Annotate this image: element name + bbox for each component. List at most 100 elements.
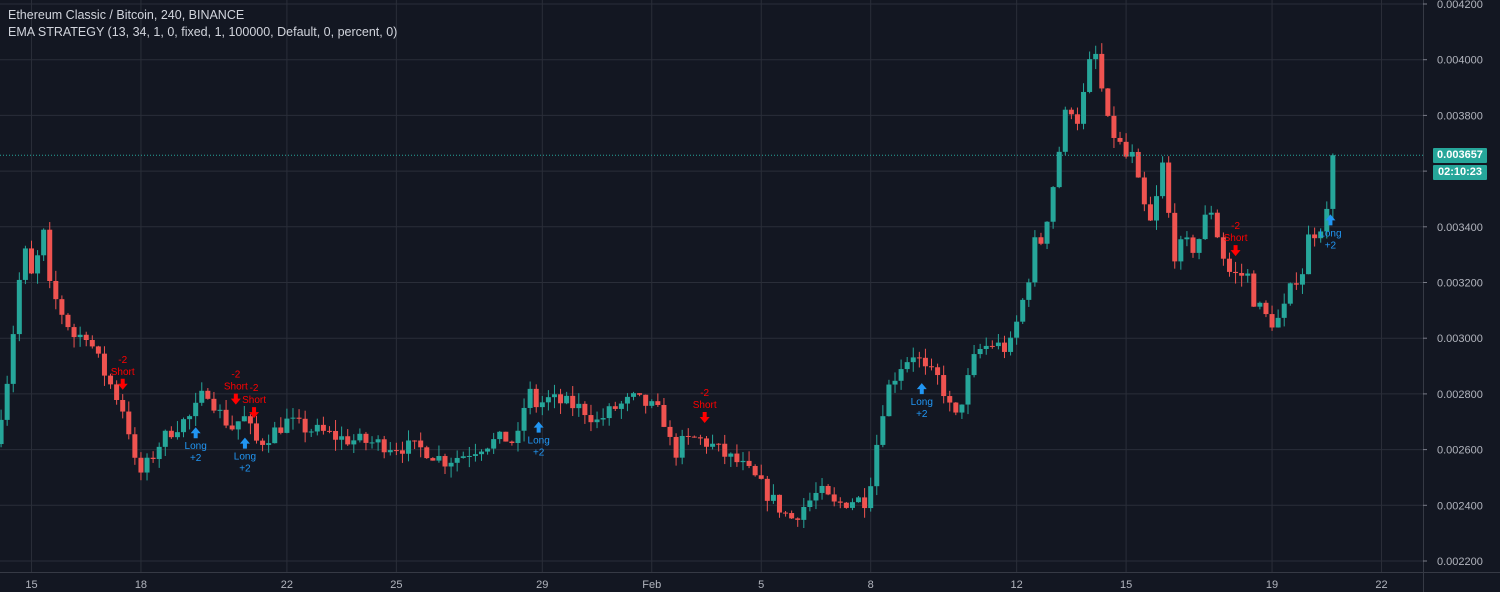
candle-up (1087, 59, 1093, 92)
long-arrow-icon (533, 421, 544, 433)
candle-up (144, 457, 150, 473)
candle-up (472, 454, 478, 456)
candle-down (825, 485, 831, 495)
price-tick-label: 0.002400 (1437, 500, 1483, 512)
price-tick-label: 0.002600 (1437, 445, 1483, 457)
chart-legend: Ethereum Classic / Bitcoin, 240, BINANCE… (8, 7, 397, 41)
candle-down (412, 440, 418, 442)
candle-up (631, 393, 637, 397)
long-signal-label: Long (185, 441, 207, 452)
short-signal-qty: -2 (118, 355, 127, 366)
candle-up (41, 229, 47, 256)
candle-up (1062, 109, 1068, 152)
candle-down (673, 436, 679, 458)
candle-down (1074, 114, 1080, 124)
candle-down (922, 357, 928, 367)
candle-up (564, 395, 570, 404)
candle-down (612, 406, 618, 409)
candle-down (661, 404, 667, 427)
candle-up (995, 342, 1001, 347)
candle-down (831, 494, 837, 502)
candle-down (1172, 212, 1178, 262)
candle-down (655, 401, 661, 405)
candle-up (181, 419, 187, 433)
candle-up (1178, 239, 1184, 262)
short-arrow-icon (117, 378, 128, 390)
long-arrow-icon (916, 383, 927, 395)
candle-down (430, 458, 436, 461)
candle-up (1245, 273, 1251, 276)
candle-down (53, 280, 59, 300)
long-signal-label: Long (528, 436, 550, 447)
candle-down (509, 441, 515, 444)
candle-up (977, 348, 983, 355)
candle-down (758, 475, 764, 479)
price-tick-label: 0.003400 (1437, 222, 1483, 234)
candle-down (503, 431, 509, 442)
candle-down (101, 353, 107, 376)
candle-up (898, 369, 904, 381)
candle-up (460, 456, 466, 458)
candle-down (333, 430, 339, 440)
candle-up (187, 416, 193, 420)
candle-up (217, 409, 223, 411)
candle-up (904, 362, 910, 370)
candle-up (880, 416, 886, 445)
candle-up (807, 500, 813, 507)
candle-up (0, 419, 4, 445)
candle-down (442, 456, 448, 467)
candle-up (77, 334, 83, 338)
price-tick-label: 0.003200 (1437, 278, 1483, 290)
candle-down (1190, 237, 1196, 253)
candle-up (971, 354, 977, 376)
candle-up (1202, 214, 1208, 240)
candle-down (1117, 137, 1123, 142)
candle-up (339, 436, 345, 440)
candle-down (588, 415, 594, 423)
candle-up (819, 485, 825, 493)
bar-countdown-label: 02:10:23 (1433, 165, 1487, 180)
candle-up (369, 442, 375, 444)
candle-down (320, 424, 326, 431)
long-signal-qty: +2 (239, 464, 251, 475)
price-tick-label: 0.004200 (1437, 0, 1483, 11)
candle-up (813, 492, 819, 501)
candle-up (886, 384, 892, 417)
candle-up (1299, 274, 1305, 285)
candle-up (375, 439, 381, 443)
candle-up (983, 345, 989, 349)
candle-down (1123, 141, 1129, 157)
time-tick-label: 8 (868, 579, 874, 591)
candle-up (351, 440, 357, 445)
candle-up (740, 460, 746, 463)
candle-down (941, 375, 947, 397)
candle-down (132, 434, 138, 458)
candle-down (929, 366, 935, 368)
candle-up (1081, 91, 1087, 124)
candle-up (1093, 53, 1099, 60)
candle-up (1056, 151, 1062, 188)
candle-up (497, 431, 503, 440)
candle-down (722, 443, 728, 457)
candle-down (746, 460, 752, 466)
short-arrow-icon (1230, 245, 1241, 257)
candle-down (1166, 162, 1172, 213)
candle-up (1184, 237, 1190, 240)
candle-down (1141, 177, 1147, 205)
candle-down (1312, 234, 1318, 239)
candle-up (1318, 231, 1324, 239)
candle-down (363, 433, 369, 443)
candle-up (485, 448, 491, 452)
time-tick-label: Feb (642, 579, 661, 591)
candle-down (95, 346, 101, 354)
candle-up (357, 433, 363, 441)
candle-down (399, 450, 405, 454)
candle-down (685, 435, 691, 437)
candle-up (1287, 283, 1293, 304)
candle-up (308, 431, 314, 433)
price-tick-label: 0.003000 (1437, 333, 1483, 345)
candle-up (10, 334, 16, 384)
